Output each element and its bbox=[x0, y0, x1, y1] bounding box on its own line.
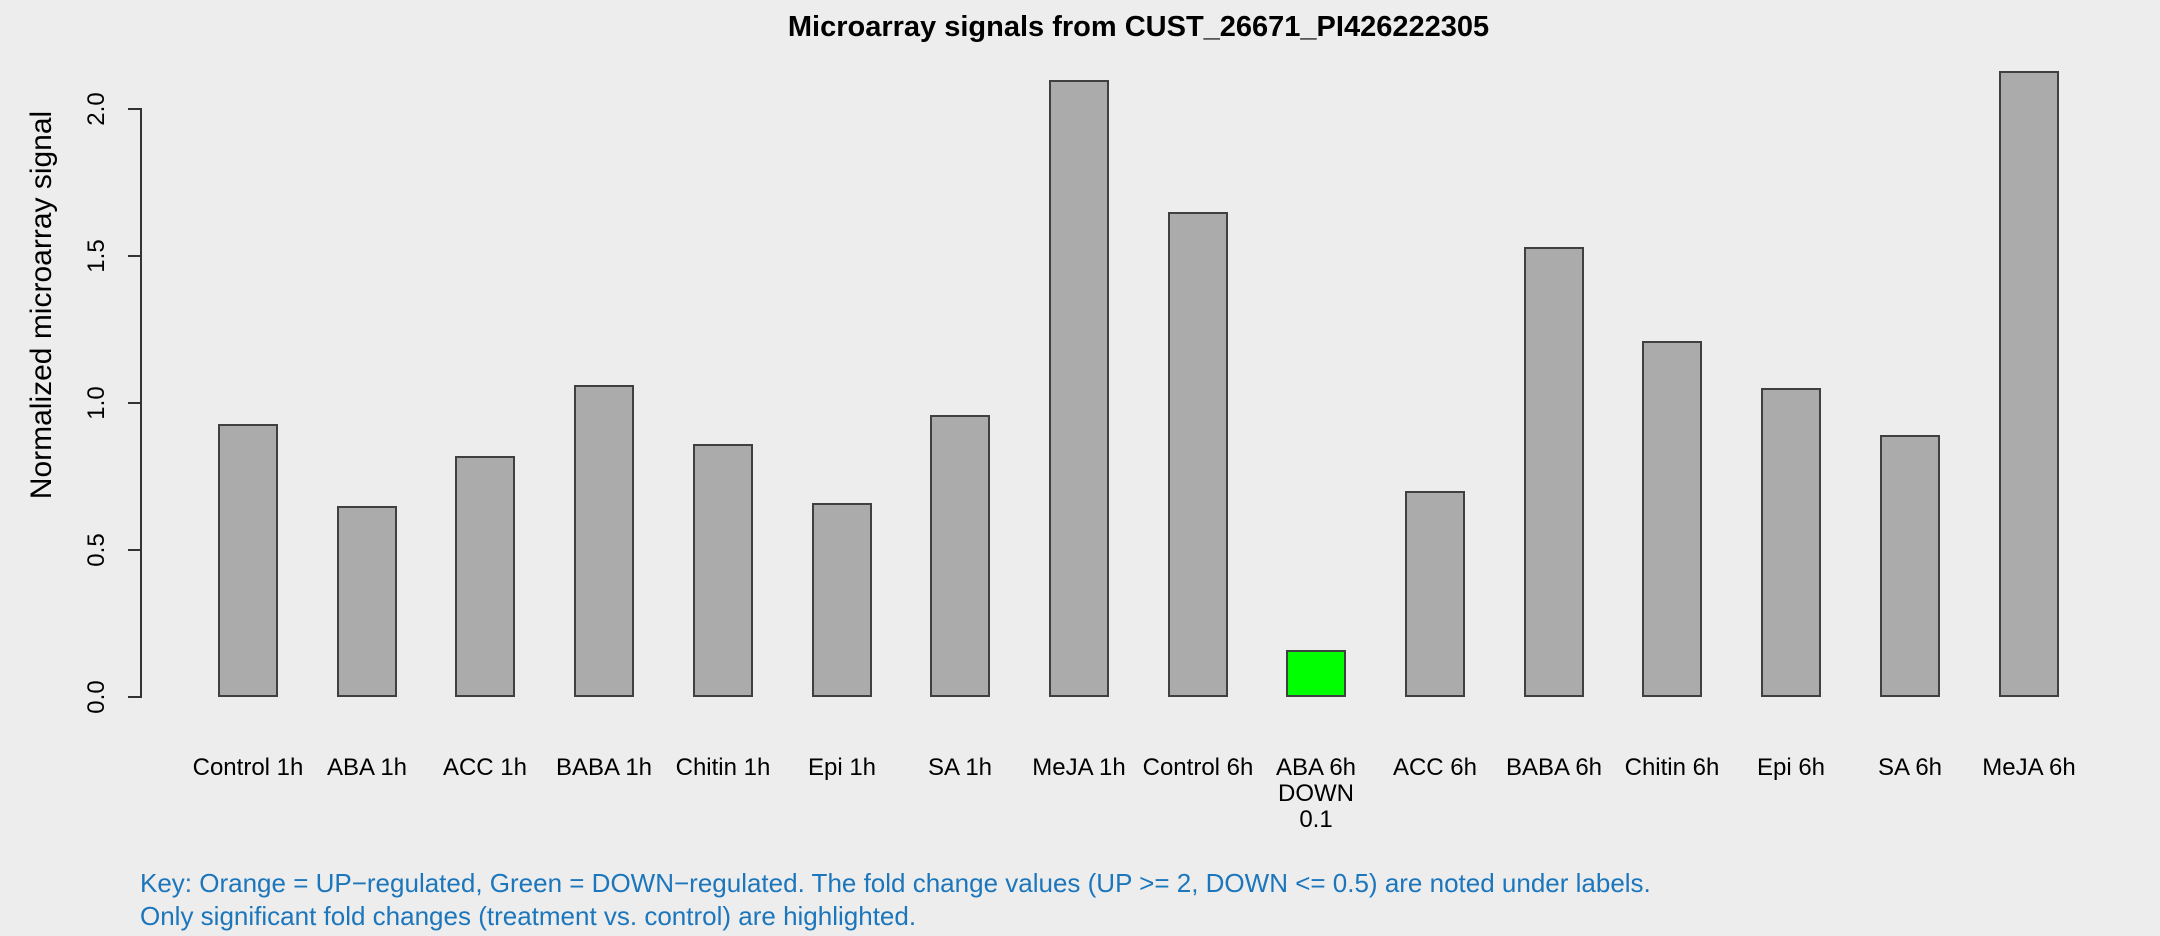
bar-epi-1h bbox=[812, 503, 872, 697]
x-axis-label-sa-1h: SA 1h bbox=[927, 754, 993, 781]
x-axis-label-baba-1h: BABA 1h bbox=[555, 754, 653, 781]
x-axis-label-meja-6h: MeJA 6h bbox=[1982, 754, 2076, 781]
y-tick-label: 0.5 bbox=[83, 533, 110, 567]
bar-control-1h bbox=[218, 424, 278, 697]
y-axis-label: Normalized microarray signal bbox=[25, 110, 58, 500]
bar-acc-1h bbox=[455, 456, 515, 697]
key-text-line-2: Only significant fold changes (treatment… bbox=[140, 901, 917, 931]
x-axis-label-acc-6h: ACC 6h bbox=[1392, 754, 1478, 781]
bar-acc-6h bbox=[1405, 491, 1465, 697]
bar-sa-6h bbox=[1880, 435, 1940, 697]
y-axis-line bbox=[140, 108, 142, 698]
bar-baba-6h bbox=[1524, 247, 1584, 697]
x-axis-label-acc-1h: ACC 1h bbox=[442, 754, 528, 781]
x-axis-label-control-6h: Control 6h bbox=[1142, 754, 1254, 781]
bar-chitin-1h bbox=[693, 444, 753, 697]
bar-aba-1h bbox=[337, 506, 397, 697]
y-tick-label: 1.5 bbox=[83, 239, 110, 273]
y-tick-label: 1.0 bbox=[83, 386, 110, 420]
x-axis-label-chitin-1h: Chitin 1h bbox=[675, 754, 771, 781]
y-tick-label: 2.0 bbox=[83, 92, 110, 126]
y-tick-mark bbox=[128, 549, 141, 551]
bar-meja-1h bbox=[1049, 80, 1109, 697]
bar-chitin-6h bbox=[1642, 341, 1702, 697]
x-axis-label-aba-1h: ABA 1h bbox=[326, 754, 408, 781]
key-text-line-1: Key: Orange = UP−regulated, Green = DOWN… bbox=[140, 868, 1651, 898]
x-axis-label-meja-1h: MeJA 1h bbox=[1032, 754, 1126, 781]
y-tick-mark bbox=[128, 696, 141, 698]
x-axis-label-baba-6h: BABA 6h bbox=[1505, 754, 1603, 781]
chart-title: Microarray signals from CUST_26671_PI426… bbox=[787, 11, 1490, 43]
y-tick-mark bbox=[128, 402, 141, 404]
x-axis-label-aba-6h: ABA 6h DOWN 0.1 bbox=[1275, 754, 1357, 833]
y-tick-label: 0.0 bbox=[83, 680, 110, 714]
bar-sa-1h bbox=[930, 415, 990, 697]
x-axis-label-chitin-6h: Chitin 6h bbox=[1624, 754, 1720, 781]
bar-baba-1h bbox=[574, 385, 634, 697]
y-tick-mark bbox=[128, 108, 141, 110]
x-axis-label-control-1h: Control 1h bbox=[192, 754, 304, 781]
x-axis-label-epi-1h: Epi 1h bbox=[807, 754, 877, 781]
bar-aba-6h bbox=[1286, 650, 1346, 697]
y-tick-mark bbox=[128, 255, 141, 257]
bar-epi-6h bbox=[1761, 388, 1821, 697]
x-axis-label-sa-6h: SA 6h bbox=[1877, 754, 1943, 781]
bar-meja-6h bbox=[1999, 71, 2059, 697]
bar-control-6h bbox=[1168, 212, 1228, 697]
x-axis-label-epi-6h: Epi 6h bbox=[1756, 754, 1826, 781]
